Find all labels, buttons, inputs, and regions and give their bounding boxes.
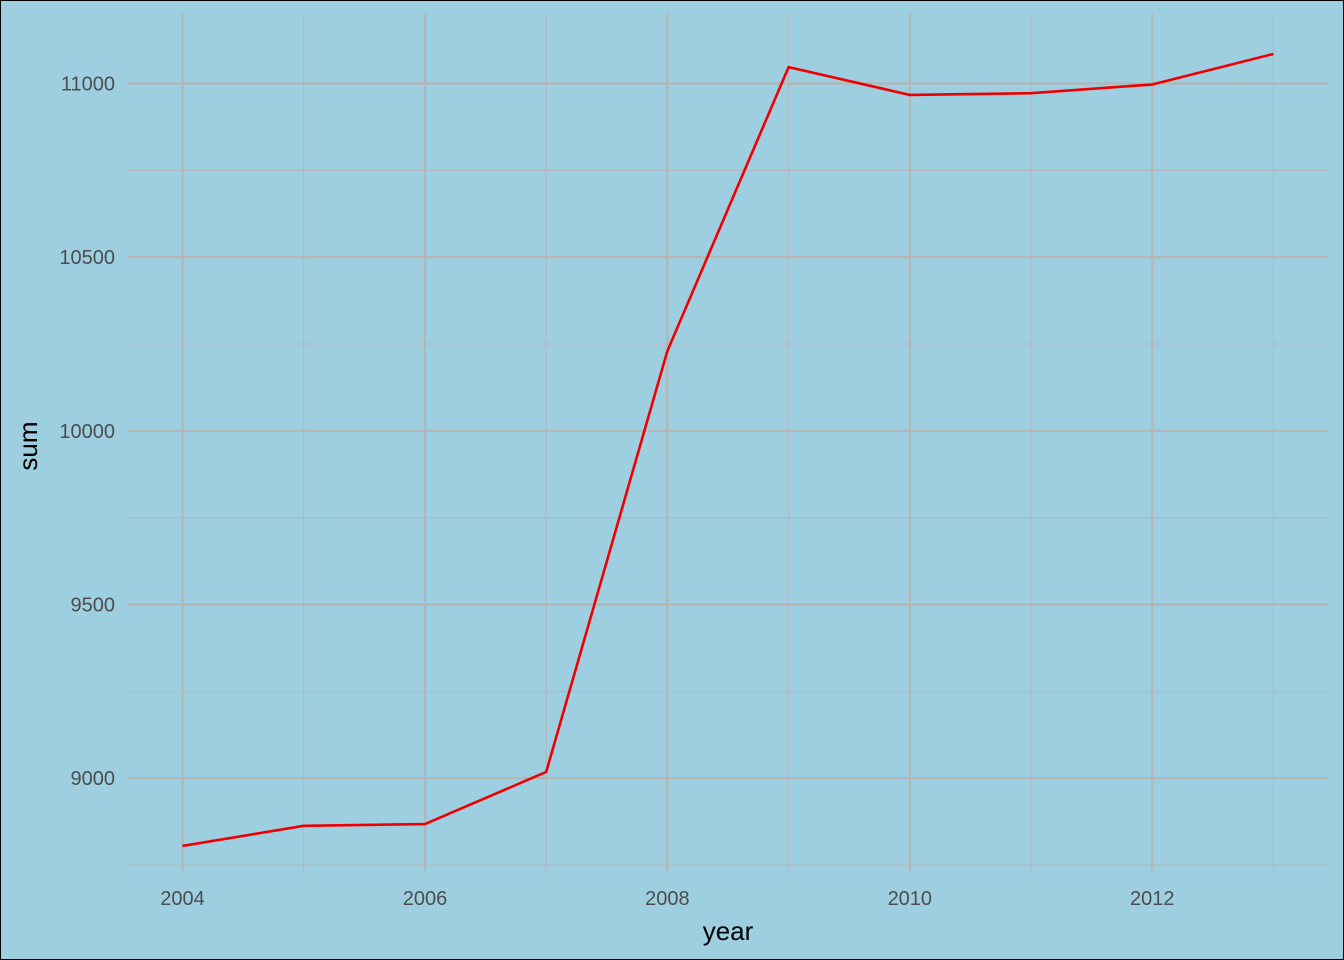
x-tick-label: 2006 (403, 888, 448, 910)
y-axis-tick-labels: 9000 9500 10000 10500 11000 (59, 73, 115, 790)
x-tick-label: 2010 (888, 888, 933, 910)
y-axis-title: sum (13, 421, 43, 470)
y-tick-label: 10500 (59, 247, 115, 269)
x-tick-label: 2004 (160, 888, 205, 910)
minor-gridlines (128, 14, 1328, 872)
x-axis-title: year (703, 916, 754, 946)
y-tick-label: 9500 (71, 595, 116, 617)
x-tick-label: 2008 (645, 888, 690, 910)
x-axis-tick-labels: 2004 2006 2008 2010 2012 (160, 888, 1174, 910)
series-line (182, 52, 1274, 848)
series-points (182, 53, 1274, 846)
y-tick-label: 10000 (59, 421, 115, 443)
y-tick-label: 9000 (71, 768, 116, 790)
major-gridlines (128, 14, 1328, 872)
x-tick-label: 2012 (1130, 888, 1175, 910)
y-tick-label: 11000 (61, 73, 115, 95)
